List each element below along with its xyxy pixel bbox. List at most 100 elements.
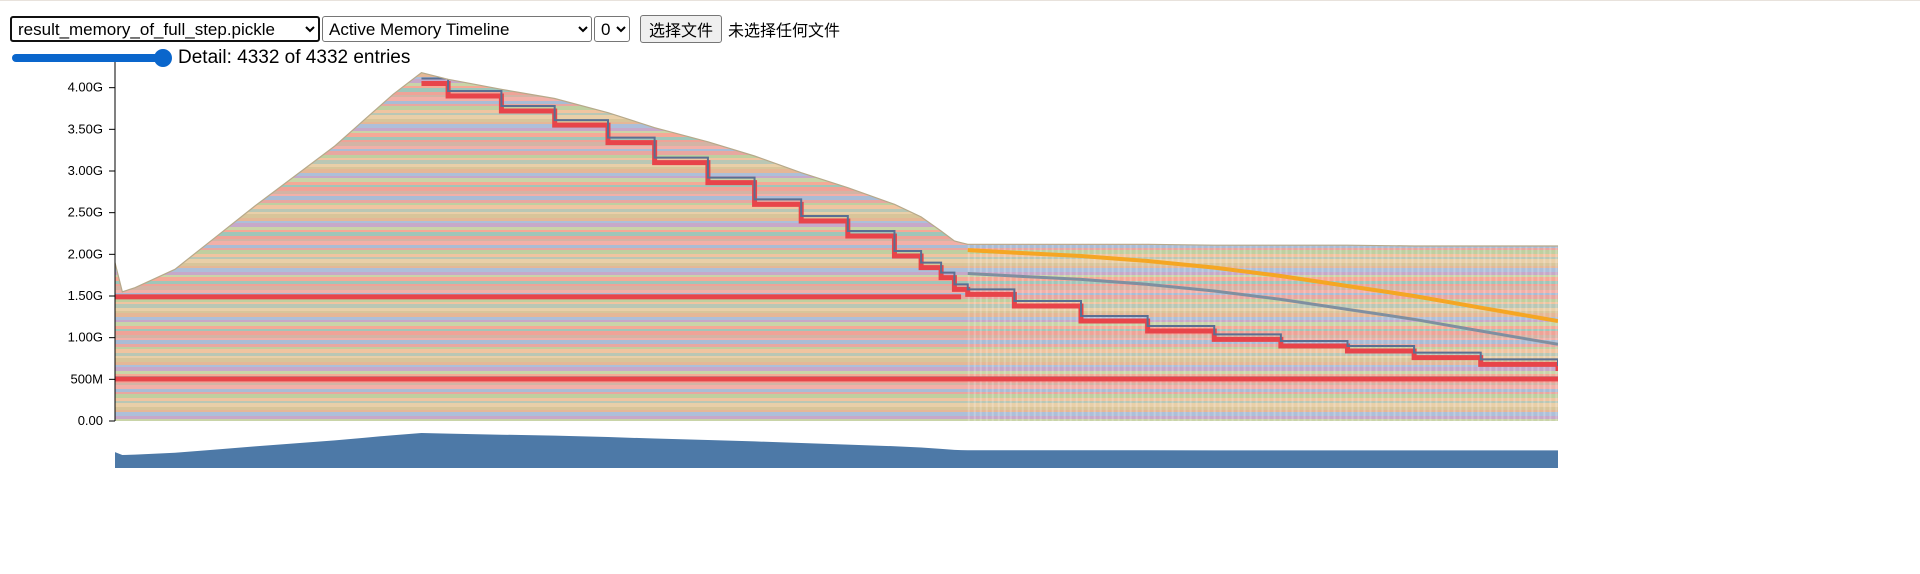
allocation-column xyxy=(1039,72,1042,421)
y-tick-label: 1.00G xyxy=(68,330,103,345)
allocation-column xyxy=(1201,72,1204,421)
allocation-stripe xyxy=(115,158,1558,160)
allocation-stripe xyxy=(115,113,1558,115)
allocation-stripe xyxy=(115,236,1558,239)
allocation-column xyxy=(1399,72,1402,421)
allocation-column xyxy=(1381,72,1384,421)
allocation-stripe xyxy=(115,407,1558,410)
allocation-column xyxy=(1513,72,1516,421)
allocation-column xyxy=(1339,72,1342,421)
allocation-column xyxy=(1057,72,1060,421)
allocation-stripe xyxy=(115,122,1558,124)
allocation-stripe xyxy=(115,281,1558,284)
allocation-column xyxy=(973,72,976,421)
view-mode-select[interactable]: Active Memory Timeline xyxy=(322,16,592,42)
allocation-column xyxy=(1051,72,1054,421)
allocation-stripe xyxy=(115,92,1558,95)
orange-allocation-line xyxy=(967,248,1558,323)
allocation-stripe xyxy=(115,196,1558,200)
allocation-column xyxy=(1429,72,1432,421)
allocation-stripe xyxy=(115,419,1558,421)
allocation-stripe xyxy=(115,169,1558,173)
allocation-stripe xyxy=(115,254,1558,257)
y-tick-label: 1.50G xyxy=(68,288,103,303)
allocation-column xyxy=(1087,72,1090,421)
allocation-column xyxy=(1363,72,1366,421)
allocation-column xyxy=(1333,72,1336,421)
allocation-column xyxy=(1231,72,1234,421)
allocation-stripe xyxy=(115,205,1558,209)
allocation-stripe xyxy=(115,304,1558,308)
allocation-column xyxy=(1303,72,1306,421)
allocation-stripe xyxy=(115,155,1558,158)
allocation-column xyxy=(1471,72,1474,421)
allocation-stripe xyxy=(115,367,1558,371)
allocation-column xyxy=(991,72,994,421)
allocation-column xyxy=(1441,72,1444,421)
allocation-stripe xyxy=(115,79,1558,83)
allocation-stripe xyxy=(115,263,1558,266)
allocation-stripe xyxy=(115,239,1558,241)
allocation-column xyxy=(1411,72,1414,421)
allocation-stripe xyxy=(115,266,1558,268)
snapshot-file-select[interactable]: result_memory_of_full_step.pickle xyxy=(10,16,320,42)
allocation-column xyxy=(1171,72,1174,421)
allocation-column xyxy=(1507,72,1510,421)
allocation-stripe xyxy=(115,392,1558,394)
allocation-stripe xyxy=(115,86,1558,88)
allocation-column xyxy=(1447,72,1450,421)
allocation-stripe xyxy=(115,194,1558,196)
allocation-column xyxy=(1495,72,1498,421)
allocation-column xyxy=(1549,72,1552,421)
allocation-stripe xyxy=(115,290,1558,293)
allocation-column xyxy=(1207,72,1210,421)
allocation-column xyxy=(1219,72,1222,421)
allocation-column xyxy=(1147,72,1150,421)
allocation-column xyxy=(1297,72,1300,421)
allocation-column xyxy=(1375,72,1378,421)
allocation-stripe xyxy=(115,374,1558,376)
detail-slider[interactable] xyxy=(12,49,172,67)
allocation-column xyxy=(1117,72,1120,421)
allocation-stripe xyxy=(115,106,1558,110)
allocation-stripe xyxy=(115,275,1558,277)
y-tick-label: 3.50G xyxy=(68,121,103,136)
allocation-column xyxy=(1357,72,1360,421)
memory-plot-area[interactable] xyxy=(114,65,1558,421)
allocation-column xyxy=(1213,72,1216,421)
allocation-stripe xyxy=(115,284,1558,286)
allocation-stripe xyxy=(115,412,1558,416)
detail-slider-thumb[interactable] xyxy=(154,49,172,67)
red-allocation-band xyxy=(115,376,1558,382)
allocation-stripe xyxy=(115,383,1558,385)
total-memory-edge xyxy=(114,72,1558,293)
allocation-column xyxy=(1435,72,1438,421)
allocation-column xyxy=(1525,72,1528,421)
allocation-stripe xyxy=(115,115,1558,119)
allocation-bands[interactable] xyxy=(115,65,1558,421)
allocation-stripe xyxy=(115,371,1558,374)
rank-select[interactable]: 0 xyxy=(594,16,630,42)
allocation-column xyxy=(1015,72,1018,421)
allocation-column xyxy=(1195,72,1198,421)
allocation-stripe xyxy=(115,401,1558,403)
y-tick-label: 2.50G xyxy=(68,205,103,220)
allocation-stripe xyxy=(115,209,1558,212)
allocation-column xyxy=(1249,72,1252,421)
allocation-stripe xyxy=(115,110,1558,113)
allocation-column xyxy=(1075,72,1078,421)
allocation-stripe xyxy=(115,277,1558,281)
choose-file-button[interactable]: 选择文件 xyxy=(640,15,723,43)
allocation-column xyxy=(1261,72,1264,421)
allocation-stripe xyxy=(115,340,1558,344)
allocation-column xyxy=(1477,72,1480,421)
allocation-stripe xyxy=(115,104,1558,106)
allocation-stripe xyxy=(115,331,1558,335)
overview-minimap[interactable] xyxy=(115,433,1558,468)
allocation-stripe xyxy=(115,358,1558,362)
allocation-stripe xyxy=(115,185,1558,187)
allocation-column xyxy=(985,72,988,421)
toolbar: result_memory_of_full_step.pickle Active… xyxy=(10,14,840,44)
allocation-column xyxy=(1063,72,1066,421)
